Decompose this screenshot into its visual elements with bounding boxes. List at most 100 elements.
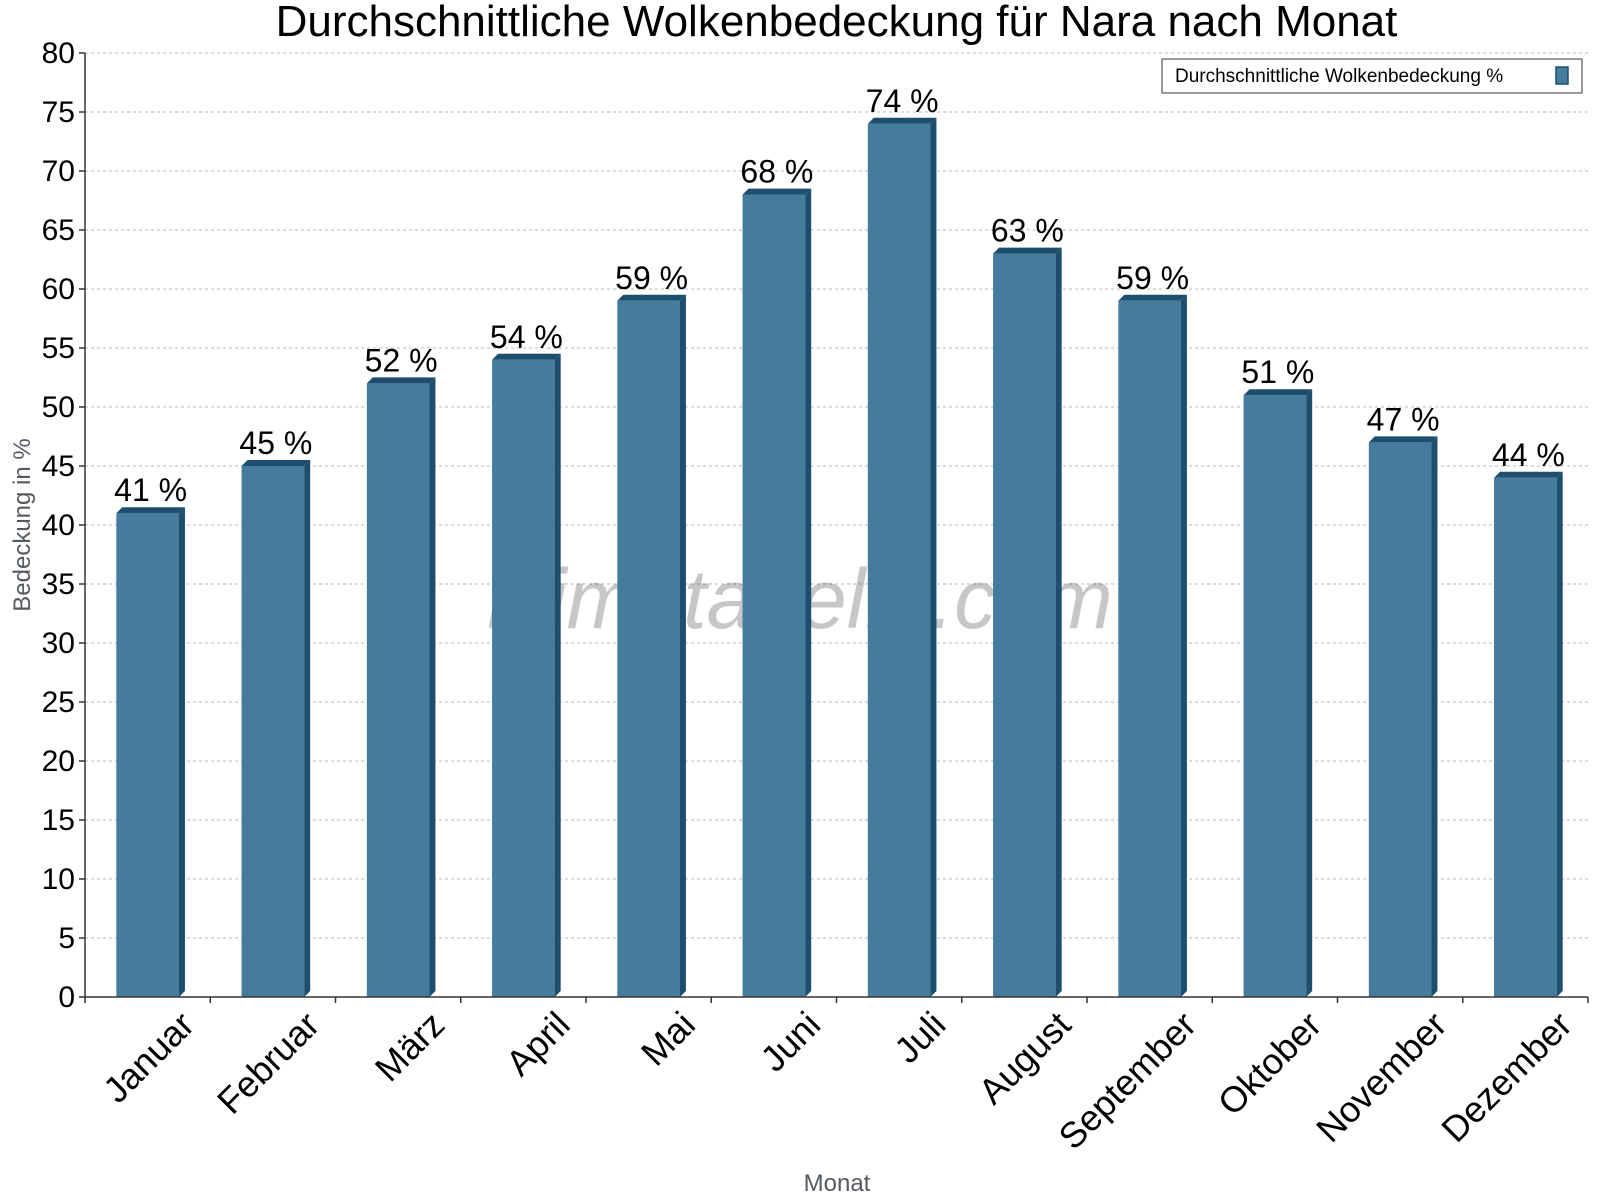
y-tick-label: 50: [42, 391, 75, 424]
y-tick-label: 45: [42, 450, 75, 483]
bar-top: [1118, 294, 1187, 301]
bar-side: [930, 117, 937, 998]
x-tick-label: September: [1050, 1004, 1204, 1158]
legend-swatch: [1555, 66, 1569, 85]
bar-side: [554, 353, 561, 997]
y-tick-label: 30: [42, 627, 75, 660]
bar-top: [993, 247, 1062, 254]
x-tick-label: April: [498, 1004, 578, 1084]
bar-top: [1494, 471, 1563, 478]
bar-9: [1118, 294, 1187, 997]
bar-2: [241, 460, 311, 997]
data-label: 44 %: [1492, 437, 1565, 473]
bar-face: [366, 383, 430, 997]
y-tick-label: 60: [42, 273, 75, 306]
bar-8: [993, 247, 1062, 998]
data-label: 59 %: [1116, 260, 1189, 296]
y-tick-label: 80: [42, 37, 75, 70]
x-tick-label: Dezember: [1433, 1004, 1579, 1150]
data-label: 47 %: [1367, 401, 1440, 437]
legend-box: [1161, 58, 1583, 94]
bar-side: [1556, 471, 1563, 997]
bar-face: [742, 194, 806, 998]
bar-7: [867, 117, 937, 998]
bar-10: [1243, 389, 1313, 997]
bar-side: [178, 507, 185, 997]
bar-top: [1243, 389, 1313, 396]
bars: [116, 117, 1563, 998]
bar-12: [1494, 471, 1563, 997]
y-tick-label: 35: [42, 568, 75, 601]
bar-top: [366, 377, 436, 384]
legend: Durchschnittliche Wolkenbedeckung %: [1161, 58, 1583, 94]
bar-side: [1431, 436, 1438, 997]
y-tick-label: 15: [42, 804, 75, 837]
chart-title: Durchschnittliche Wolkenbedeckung für Na…: [276, 0, 1398, 46]
y-tick-label: 75: [42, 96, 75, 129]
x-tick-labels: Januar Februar März April Mai Juni Juli AugustS…: [95, 1004, 1580, 1158]
bar-top: [241, 460, 311, 466]
data-label: 74 %: [866, 83, 939, 119]
y-tick-label: 55: [42, 332, 75, 365]
bar-top: [617, 294, 686, 301]
bar-4: [492, 353, 561, 997]
bar-face: [492, 359, 555, 997]
bar-6: [742, 188, 812, 998]
gridlines: [85, 52, 1588, 939]
bar-top: [116, 507, 185, 514]
x-tick-label: August: [970, 1004, 1078, 1112]
data-label: 41 %: [114, 472, 187, 508]
bar-top: [492, 353, 561, 360]
bar-side: [1306, 389, 1313, 997]
bar-3: [366, 377, 436, 997]
x-tick-label: November: [1308, 1004, 1454, 1150]
data-labels: 41 % 45 % 52 % 54 % 59 % 68 % 74 % 63 % 59 % 51 %…: [114, 83, 1565, 508]
x-tick-label: Juni: [752, 1004, 828, 1080]
bar-1: [116, 507, 185, 997]
x-tick-label: Juli: [886, 1004, 953, 1071]
bar-side: [1180, 294, 1187, 997]
x-tick-label: Februar: [209, 1004, 327, 1122]
data-label: 63 %: [991, 213, 1064, 249]
x-tick-label: Januar: [95, 1004, 202, 1111]
bar-side: [304, 460, 311, 997]
y-tick-label: 25: [42, 686, 75, 719]
bar-face: [617, 300, 680, 997]
data-label: 59 %: [615, 260, 688, 296]
x-axis-label: Monat: [804, 1170, 871, 1197]
bar-face: [993, 253, 1056, 998]
bar-face: [1368, 442, 1432, 997]
bar-side: [1055, 247, 1062, 998]
bar-face: [867, 123, 931, 998]
y-tick-label: 20: [42, 745, 75, 778]
y-tick-label: 65: [42, 214, 75, 247]
data-label: 68 %: [740, 154, 813, 190]
bar-top: [1368, 436, 1438, 443]
bar-side: [429, 377, 436, 997]
data-label: 52 %: [365, 342, 438, 378]
bar-face: [1118, 300, 1181, 997]
bar-face: [241, 466, 305, 997]
data-label: 51 %: [1241, 354, 1314, 390]
y-tick-label: 10: [42, 863, 75, 896]
y-tick-label: 0: [58, 981, 75, 1014]
bar-5: [617, 294, 686, 997]
data-label: 54 %: [490, 319, 563, 355]
y-tick-label: 5: [58, 922, 75, 955]
bar-face: [1243, 395, 1307, 997]
axes: [79, 52, 1589, 1003]
bar-side: [805, 188, 812, 998]
x-tick-label: Mai: [633, 1004, 703, 1074]
bar-face: [1494, 477, 1557, 997]
y-axis-label: Bedeckung in %: [9, 438, 36, 611]
data-label: 45 %: [239, 425, 312, 461]
x-tick-label: Oktober: [1210, 1004, 1330, 1124]
y-tick-label: 40: [42, 509, 75, 542]
bar-top: [867, 117, 937, 124]
bar-face: [116, 513, 179, 997]
legend-entry-label: Durchschnittliche Wolkenbedeckung %: [1175, 66, 1503, 87]
bar-11: [1368, 436, 1438, 997]
x-tick-label: März: [367, 1004, 453, 1090]
